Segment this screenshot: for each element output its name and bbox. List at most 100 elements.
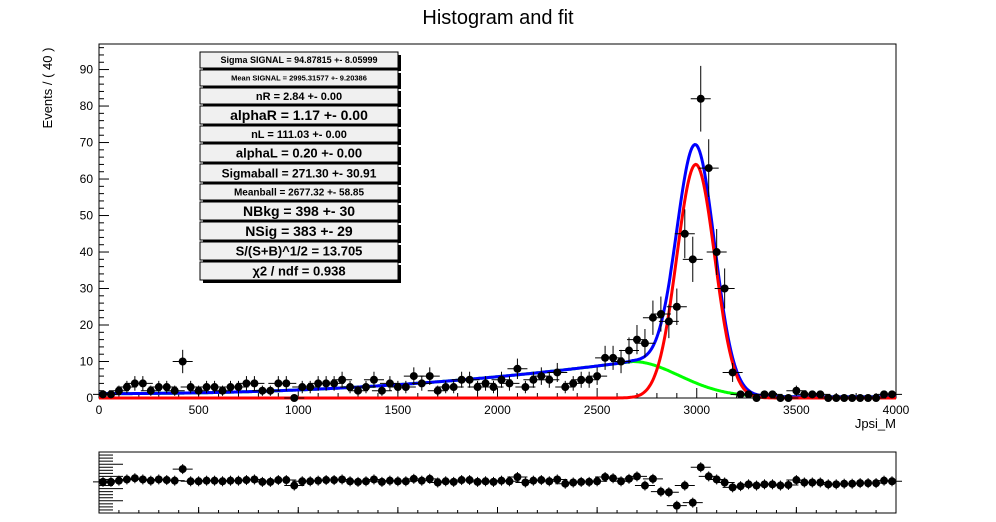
y-tick-label: 70 bbox=[80, 136, 94, 150]
pull-point bbox=[441, 477, 450, 486]
stats-row bbox=[199, 69, 399, 87]
data-point bbox=[409, 372, 418, 381]
pull-point bbox=[553, 475, 562, 484]
pull-point bbox=[632, 472, 641, 481]
data-point bbox=[545, 375, 554, 384]
data-point bbox=[218, 386, 227, 395]
pull-point bbox=[537, 476, 546, 485]
pull-point bbox=[832, 480, 841, 489]
pull-point bbox=[409, 474, 418, 483]
stats-row-text: nL = 111.03 +- 0.00 bbox=[251, 129, 347, 141]
stats-row bbox=[199, 143, 399, 163]
pull-point bbox=[585, 477, 594, 486]
pull-point bbox=[656, 487, 665, 496]
data-point bbox=[162, 383, 171, 392]
data-point bbox=[178, 357, 187, 366]
data-point bbox=[330, 379, 339, 388]
data-point bbox=[680, 229, 689, 238]
data-point bbox=[433, 386, 442, 395]
data-point bbox=[489, 383, 498, 392]
data-point bbox=[425, 372, 434, 381]
data-point bbox=[361, 383, 370, 392]
data-point bbox=[632, 335, 641, 344]
data-point bbox=[401, 383, 410, 392]
stats-row bbox=[199, 125, 399, 143]
pull-point bbox=[425, 474, 434, 483]
pull-point bbox=[752, 481, 761, 490]
data-point bbox=[505, 379, 514, 388]
data-point bbox=[521, 383, 530, 392]
pull-point bbox=[433, 478, 442, 487]
stats-row-text: alphaL = 0.20 +- 0.00 bbox=[236, 146, 362, 161]
pull-point bbox=[593, 477, 602, 486]
y-tick-label: 50 bbox=[80, 209, 94, 223]
data-point bbox=[170, 386, 179, 395]
data-point bbox=[385, 379, 394, 388]
pull-point bbox=[465, 476, 474, 485]
stats-row bbox=[199, 201, 399, 221]
x-tick-label: 500 bbox=[189, 403, 209, 417]
pull-point bbox=[720, 478, 729, 487]
x-tick-label: 1000 bbox=[285, 403, 312, 417]
pull-point bbox=[672, 501, 681, 510]
data-point bbox=[513, 364, 522, 373]
stats-row bbox=[199, 105, 399, 125]
pull-point bbox=[489, 477, 498, 486]
data-point bbox=[106, 390, 115, 399]
x-tick-label: 4000 bbox=[883, 403, 910, 417]
pull-point bbox=[601, 473, 610, 482]
y-tick-label: 30 bbox=[80, 282, 94, 296]
data-point bbox=[704, 164, 713, 173]
data-point bbox=[816, 390, 825, 399]
pull-point bbox=[561, 479, 570, 488]
pull-point bbox=[162, 476, 171, 485]
pull-point bbox=[569, 478, 578, 487]
data-point bbox=[417, 379, 426, 388]
pull-point bbox=[545, 477, 554, 486]
data-point bbox=[186, 383, 195, 392]
stats-row-text: Mean SIGNAL = 2995.31577 +- 9.20386 bbox=[231, 74, 367, 83]
data-point bbox=[210, 383, 219, 392]
data-point bbox=[282, 379, 291, 388]
data-point bbox=[497, 375, 506, 384]
data-point bbox=[585, 375, 594, 384]
data-point bbox=[609, 353, 618, 362]
data-point bbox=[696, 94, 705, 103]
stats-row-text: nR = 2.84 +- 0.00 bbox=[256, 91, 342, 103]
pull-point bbox=[290, 481, 299, 490]
pull-point bbox=[282, 476, 291, 485]
pull-point bbox=[888, 477, 897, 486]
data-point bbox=[553, 368, 562, 377]
stats-row-text: alphaR = 1.17 +- 0.00 bbox=[230, 107, 368, 123]
data-point bbox=[664, 317, 673, 326]
data-point bbox=[473, 383, 482, 392]
pull-point bbox=[114, 476, 123, 485]
stats-row-text: χ2 / ndf = 0.938 bbox=[252, 264, 345, 279]
chart-title: Histogram and fit bbox=[422, 7, 574, 29]
pull-point bbox=[481, 477, 490, 486]
pull-point bbox=[130, 474, 139, 483]
pull-point bbox=[513, 473, 522, 482]
pull-point bbox=[306, 477, 315, 486]
pull-point bbox=[768, 480, 777, 489]
pull-points bbox=[92, 462, 903, 511]
data-point bbox=[888, 390, 897, 399]
data-point bbox=[625, 346, 634, 355]
pull-point bbox=[728, 483, 737, 492]
stats-row-text: NBkg = 398 +- 30 bbox=[243, 203, 355, 219]
x-axis-label: Jpsi_M bbox=[855, 416, 896, 431]
pull-point bbox=[210, 476, 219, 485]
pull-point bbox=[106, 477, 115, 486]
pull-point bbox=[609, 474, 618, 483]
data-point bbox=[648, 313, 657, 322]
y-tick-label: 0 bbox=[86, 391, 93, 405]
data-point bbox=[617, 357, 626, 366]
pull-point bbox=[736, 482, 745, 491]
pull-point bbox=[266, 477, 275, 486]
pull-point bbox=[664, 488, 673, 497]
y-tick-label: 10 bbox=[80, 355, 94, 369]
pull-point bbox=[170, 476, 179, 485]
data-point bbox=[688, 255, 697, 264]
y-tick-label: 60 bbox=[80, 172, 94, 186]
